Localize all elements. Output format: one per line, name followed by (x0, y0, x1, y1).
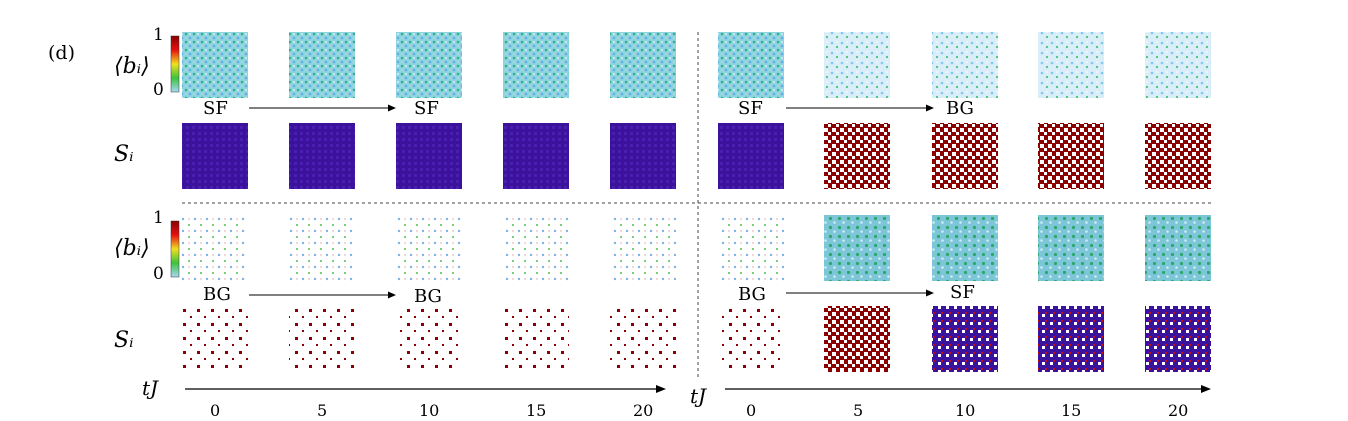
phase-label-from: BG (738, 284, 766, 305)
spin-panel (289, 123, 355, 189)
spin-panel (610, 306, 676, 372)
colorbar-min-label: 0 (153, 80, 164, 100)
time-tick-label: 5 (317, 401, 328, 420)
spin-panel (824, 306, 890, 372)
density-panel (718, 32, 784, 98)
phase-label-from: BG (203, 284, 231, 305)
density-panel (182, 215, 248, 281)
phase-label-to: SF (414, 98, 439, 119)
colorbar-top (170, 35, 180, 93)
spin-panel (1145, 123, 1211, 189)
time-tick-label: 10 (419, 401, 440, 420)
spin-panel (503, 306, 569, 372)
spin-panel (182, 306, 248, 372)
colorbar-min-label: 0 (153, 264, 164, 284)
time-tick-label: 10 (955, 401, 976, 420)
density-panel (824, 215, 890, 281)
density-panel (289, 215, 355, 281)
density-panel (1038, 215, 1104, 281)
arrowhead (1201, 385, 1211, 393)
density-panel (824, 32, 890, 98)
density-panel (932, 215, 998, 281)
spin-panel (932, 306, 998, 372)
spin-panel (1145, 306, 1211, 372)
time-axis-label-right: tJ (690, 384, 707, 408)
time-tick-label: 20 (1168, 401, 1189, 420)
time-tick-label: 0 (210, 401, 221, 420)
density-panel (503, 32, 569, 98)
spin-row-label-top: Sᵢ (114, 142, 134, 167)
spin-panel (289, 306, 355, 372)
spin-panel (1038, 306, 1104, 372)
density-panel (289, 32, 355, 98)
density-row-bottom-left (182, 215, 676, 281)
colorbar-max-label: 1 (153, 25, 164, 45)
arrowhead (656, 385, 666, 393)
spin-row-top-right (718, 123, 1211, 189)
density-panel (182, 32, 248, 98)
spin-panel (932, 123, 998, 189)
density-row-bottom-right (718, 215, 1211, 281)
arrowhead (388, 104, 396, 112)
spin-row-top-left (182, 123, 676, 189)
density-panel (396, 32, 462, 98)
density-panel (610, 32, 676, 98)
colorbar-max-label: 1 (153, 208, 164, 228)
density-panel (932, 32, 998, 98)
time-tick-label: 15 (1061, 401, 1082, 420)
spin-row-bottom-right (718, 306, 1211, 372)
density-row-label-bottom: ⟨bᵢ⟩ (114, 236, 150, 261)
arrowhead (926, 289, 934, 297)
arrowhead (926, 104, 934, 112)
density-row-label-top: ⟨bᵢ⟩ (114, 54, 150, 79)
spin-row-bottom-left (182, 306, 676, 372)
density-panel (1038, 32, 1104, 98)
panel-label: (d) (48, 42, 75, 64)
spin-panel (396, 306, 462, 372)
phase-label-to: BG (946, 98, 974, 119)
phase-label-to: BG (414, 286, 442, 307)
spin-panel (718, 306, 784, 372)
spin-panel (610, 123, 676, 189)
spin-row-label-bottom: Sᵢ (114, 328, 134, 353)
spin-panel (182, 123, 248, 189)
density-panel (503, 215, 569, 281)
density-panel (718, 215, 784, 281)
spin-panel (1038, 123, 1104, 189)
spin-panel (824, 123, 890, 189)
spin-panel (396, 123, 462, 189)
spin-panel (718, 123, 784, 189)
time-tick-label: 20 (633, 401, 654, 420)
density-panel (1145, 215, 1211, 281)
density-row-top-right (718, 32, 1211, 98)
time-tick-label: 15 (526, 401, 547, 420)
density-panel (396, 215, 462, 281)
time-axis-label-left: tJ (142, 376, 159, 400)
colorbar-bottom (170, 220, 180, 278)
time-tick-label: 5 (853, 401, 864, 420)
density-panel (1145, 32, 1211, 98)
density-panel (610, 215, 676, 281)
spin-panel (503, 123, 569, 189)
time-tick-label: 0 (746, 401, 757, 420)
phase-label-from: SF (738, 98, 763, 119)
phase-label-from: SF (203, 98, 228, 119)
phase-label-to: SF (950, 282, 975, 303)
density-row-top-left (182, 32, 676, 98)
arrowhead (388, 291, 396, 299)
